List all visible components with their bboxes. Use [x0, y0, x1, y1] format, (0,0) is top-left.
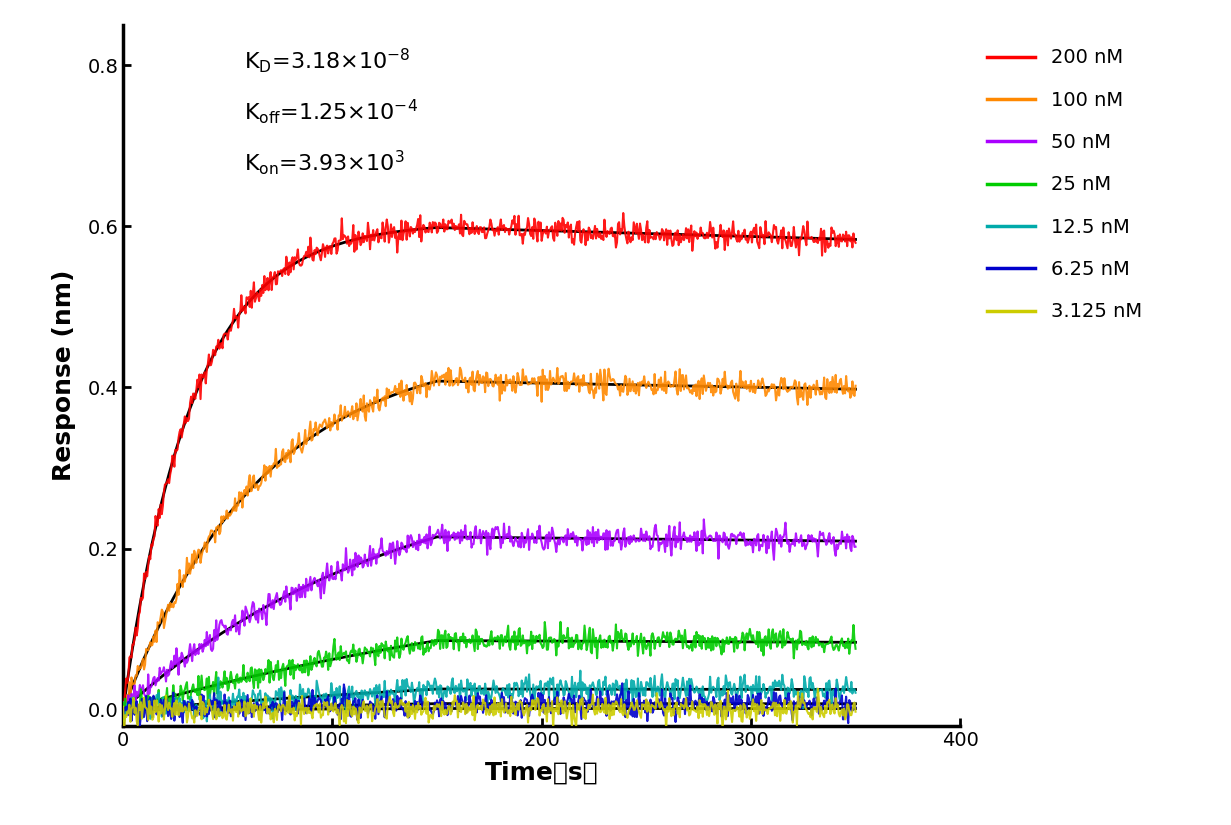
- X-axis label: Time（s）: Time（s）: [485, 761, 598, 785]
- Y-axis label: Response (nm): Response (nm): [52, 270, 76, 481]
- Text: K$_\mathregular{D}$=3.18×10$^{-8}$
K$_\mathregular{off}$=1.25×10$^{-4}$
K$_\math: K$_\mathregular{D}$=3.18×10$^{-8}$ K$_\m…: [245, 45, 419, 177]
- Legend: 200 nM, 100 nM, 50 nM, 25 nM, 12.5 nM, 6.25 nM, 3.125 nM: 200 nM, 100 nM, 50 nM, 25 nM, 12.5 nM, 6…: [986, 49, 1142, 322]
